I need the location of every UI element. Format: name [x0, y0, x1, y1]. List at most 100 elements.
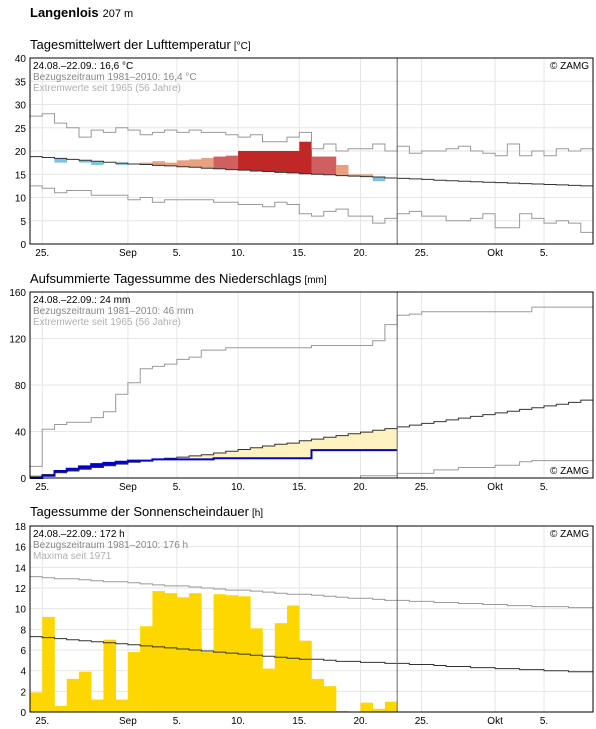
temp-anomaly-bar	[372, 177, 386, 182]
precip-title-text: Aufsummierte Tagessumme des Niederschlag…	[30, 271, 302, 286]
temp-anomaly-bar	[189, 159, 202, 168]
sun-bar	[250, 628, 263, 712]
temp-anomaly-bar	[140, 162, 153, 165]
sun-bar	[274, 623, 288, 712]
precip-x-tick-label: Sep	[119, 482, 137, 493]
temp-y-tick-label: 0	[20, 240, 26, 251]
precip-info-line: 24.08.–22.09.: 24 mm	[33, 295, 130, 306]
temp-y-tick-label: 40	[15, 54, 27, 65]
temperature-unit: [°C]	[233, 41, 251, 52]
temp-y-tick-label: 20	[15, 147, 27, 158]
temp-anomaly-bar	[274, 151, 288, 173]
sun-info-line: 24.08.–22.09.: 172 h	[33, 529, 125, 540]
precip-deficit-fill	[335, 435, 349, 451]
sun-reference-line	[30, 636, 593, 673]
sun-x-tick-label: 15.	[292, 716, 306, 727]
page-title: Langenlois 207 m	[30, 5, 133, 20]
sun-x-tick-label: 25.	[415, 716, 429, 727]
sun-bar	[189, 593, 202, 712]
temp-info-line: 24.08.–22.09.: 16,6 °C	[33, 61, 133, 72]
temp-info-line: Bezugszeitraum 1981–2010: 16,4 °C	[33, 72, 197, 83]
precip-x-tick-label: 5.	[173, 482, 181, 493]
temp-y-tick-label: 5	[20, 217, 26, 228]
sun-y-tick-label: 10	[15, 605, 27, 616]
temp-anomaly-bar	[176, 160, 190, 167]
sun-y-tick-label: 4	[20, 667, 26, 678]
sun-x-tick-label: Okt	[487, 716, 503, 727]
temp-anomaly-bar	[164, 162, 178, 166]
sun-info-line: Maxima seit 1971	[33, 551, 112, 562]
temp-x-tick-label: 20.	[354, 248, 368, 259]
precip-deficit-fill	[201, 454, 214, 460]
precip-plot-frame	[29, 291, 594, 479]
sun-info-line: Bezugszeitraum 1981–2010: 176 h	[33, 540, 188, 551]
sunshine-unit: [h]	[251, 508, 264, 519]
precip-deficit-fill	[189, 455, 202, 460]
precip-deficit-fill	[323, 437, 337, 451]
sun-bar	[335, 710, 349, 712]
station-elevation: 207 m	[102, 8, 134, 20]
temp-anomaly-bar	[262, 151, 276, 172]
precip-deficit-fill	[213, 453, 227, 459]
precip-y-tick-label: 120	[9, 335, 26, 346]
temp-y-tick-label: 15	[15, 170, 27, 181]
precip-deficit-fill	[287, 443, 300, 459]
temperature-title-text: Tagesmittelwert der Lufttemperatur	[30, 37, 231, 52]
precip-unit: [mm]	[304, 275, 327, 286]
sun-x-tick-label: 10.	[231, 716, 245, 727]
temp-anomaly-bar	[115, 163, 129, 165]
sun-bar	[66, 678, 80, 712]
temp-x-tick-label: 10.	[231, 248, 245, 259]
precip-surplus-fill	[66, 468, 80, 472]
precip-surplus-fill	[103, 462, 116, 466]
temp-anomaly-bar	[78, 160, 92, 163]
precip-surplus-fill	[78, 466, 92, 470]
precip-x-tick-label: 15.	[292, 482, 306, 493]
sun-bar	[225, 595, 239, 712]
sun-y-tick-label: 12	[15, 584, 27, 595]
sun-bar	[201, 652, 214, 712]
sun-bar	[164, 593, 178, 712]
sun-bar	[115, 699, 129, 712]
sun-x-tick-label: 20.	[354, 716, 368, 727]
temp-anomaly-bar	[311, 156, 325, 175]
temp-plot-frame	[29, 57, 594, 245]
temp-x-tick-label: 25.	[415, 248, 429, 259]
precip-maximum-line	[30, 306, 593, 467]
sun-y-tick-label: 18	[15, 522, 27, 533]
precip-observed-line	[30, 449, 398, 479]
precip-deficit-fill	[250, 447, 263, 459]
precip-copyright: © ZAMG	[550, 466, 589, 477]
temp-info-line: Extremwerte seit 1965 (56 Jahre)	[33, 83, 181, 94]
sun-bar	[311, 678, 325, 712]
station-name: Langenlois	[30, 5, 99, 20]
sun-x-tick-label: 25.	[35, 716, 49, 727]
sun-bar	[384, 701, 398, 712]
temp-anomaly-bar	[250, 151, 263, 171]
precip-deficit-fill	[225, 451, 239, 459]
temp-reference-line	[30, 156, 593, 187]
precip-deficit-fill	[372, 430, 386, 451]
temp-y-tick-label: 30	[15, 101, 27, 112]
sun-bar	[360, 702, 373, 712]
temp-copyright: © ZAMG	[550, 61, 589, 72]
precip-deficit-fill	[274, 444, 288, 459]
precip-deficit-fill	[360, 432, 373, 451]
sun-bar	[372, 708, 386, 712]
temp-y-tick-label: 25	[15, 124, 27, 135]
temp-anomaly-bar	[287, 151, 300, 173]
sun-y-tick-label: 6	[20, 646, 26, 657]
sun-x-tick-label: 5.	[173, 716, 181, 727]
temp-anomaly-bar	[201, 157, 214, 169]
precip-deficit-fill	[238, 449, 251, 459]
temp-anomaly-bar	[348, 174, 361, 177]
precip-deficit-fill	[262, 446, 276, 459]
precip-x-tick-label: 5.	[540, 482, 548, 493]
temp-anomaly-bar	[152, 161, 165, 166]
sun-bar	[78, 671, 92, 712]
precip-y-tick-label: 80	[15, 381, 27, 392]
temp-anomaly-bar	[91, 161, 104, 165]
temp-anomaly-bar	[335, 164, 349, 176]
sun-plot-frame	[29, 525, 594, 713]
sun-y-tick-label: 8	[20, 625, 26, 636]
